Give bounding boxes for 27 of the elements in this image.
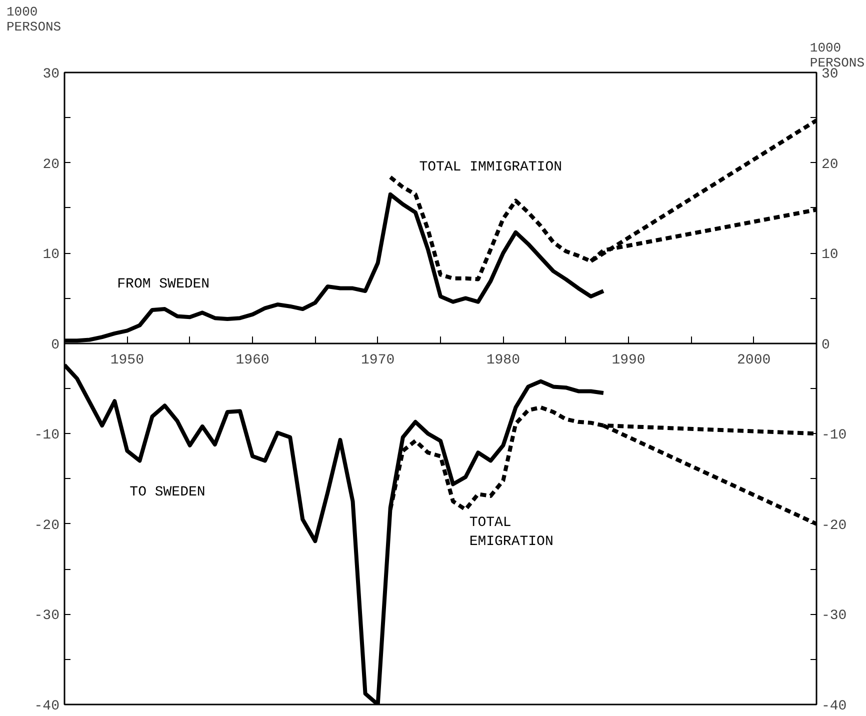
y2-tick-label: 10 — [822, 247, 838, 264]
y-tick-label: -40 — [34, 698, 60, 714]
series-label: FROM SWEDEN — [117, 276, 210, 293]
y-tick-label: 10 — [42, 247, 60, 264]
y-tick-label: -30 — [34, 608, 60, 624]
y-tick-label: 30 — [42, 66, 60, 82]
y-tick-label: 0 — [51, 337, 60, 354]
y-tick-label: -20 — [34, 518, 60, 534]
y2-tick-label: -10 — [822, 428, 847, 444]
y2-tick-label: 30 — [822, 66, 838, 82]
y-tick-label: -10 — [34, 428, 60, 444]
x-tick-label: 1950 — [110, 352, 144, 368]
y2-tick-label: 20 — [822, 156, 838, 173]
y2-tick-label: -20 — [822, 518, 847, 534]
x-tick-label: 1960 — [236, 352, 270, 368]
series-label: TOTAL EMIGRATION — [469, 514, 554, 550]
x-tick-label: 1980 — [486, 352, 520, 368]
y-axis-title: 1000 PERSONS — [6, 4, 62, 34]
x-tick-label: 1990 — [612, 352, 646, 368]
x-tick-label: 2000 — [737, 352, 771, 368]
y2-tick-label: -40 — [822, 698, 847, 714]
y-tick-label: 20 — [42, 156, 60, 173]
series-label: TO SWEDEN — [130, 484, 206, 500]
y2-tick-label: 0 — [822, 337, 830, 354]
x-tick-label: 1970 — [361, 352, 395, 368]
y2-tick-label: -30 — [822, 608, 847, 624]
series-label: TOTAL IMMIGRATION — [419, 159, 562, 176]
